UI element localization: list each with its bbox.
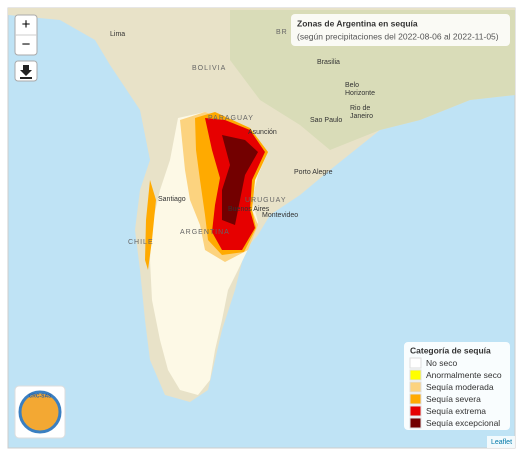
place-label: Santiago xyxy=(158,196,186,203)
legend: Categoría de sequía No seco Anormalmente … xyxy=(404,342,510,430)
legend-swatch xyxy=(409,417,422,429)
zoom-out[interactable]: − xyxy=(22,36,31,53)
place-label: Buenos Aires xyxy=(228,206,270,213)
place-label: Belo xyxy=(345,82,359,89)
place-label: Porto Alegre xyxy=(294,169,333,176)
place-label: Montevideo xyxy=(262,212,298,219)
place-label: Sao Paulo xyxy=(310,117,342,124)
download-button[interactable] xyxy=(14,60,38,82)
zoom-in[interactable]: + xyxy=(22,16,31,33)
legend-swatch xyxy=(409,405,422,417)
legend-swatch xyxy=(409,357,422,369)
legend-label: Sequía extrema xyxy=(426,406,486,416)
country-label: BOLIVIA xyxy=(192,65,226,72)
place-label: Asunción xyxy=(248,129,277,136)
title: Zonas de Argentina en sequía xyxy=(297,18,418,28)
country-label: PARAGUAY xyxy=(208,115,254,122)
legend-label: No seco xyxy=(426,358,457,368)
place-label: Lima xyxy=(110,31,125,38)
logo-text: CRC-SAS xyxy=(29,393,52,399)
legend-label: Sequía severa xyxy=(426,394,481,404)
place-label: Brasilia xyxy=(317,59,340,66)
legend-label: Anormalmente seco xyxy=(426,370,502,380)
legend-swatch xyxy=(409,381,422,393)
country-label: URUGUAY xyxy=(245,197,286,204)
legend-swatch xyxy=(409,393,422,405)
place-label: Rio de xyxy=(350,105,370,112)
place-labels: Lima BOLIVIA BR Brasilia Belo Horizonte … xyxy=(110,29,375,246)
legend-label: Sequía excepcional xyxy=(426,418,500,428)
country-label: ARGENTINA xyxy=(180,229,230,236)
subtitle: (según precipitaciones del 2022-08-06 al… xyxy=(297,31,499,41)
legend-swatch xyxy=(409,369,422,381)
title-box: Zonas de Argentina en sequía (según prec… xyxy=(291,14,510,46)
legend-label: Sequía moderada xyxy=(426,382,494,392)
place-label: Horizonte xyxy=(345,90,375,97)
country-label: CHILE xyxy=(128,239,154,246)
logo: CRC-SAS xyxy=(14,385,66,439)
place-label: Janeiro xyxy=(350,113,373,120)
drought-west xyxy=(145,180,156,270)
attribution[interactable]: Leaflet xyxy=(491,439,512,446)
zoom-control: + − xyxy=(14,14,38,56)
country-label: BR xyxy=(276,29,288,36)
legend-title: Categoría de sequía xyxy=(410,345,491,355)
drought-exceptional xyxy=(222,135,258,225)
